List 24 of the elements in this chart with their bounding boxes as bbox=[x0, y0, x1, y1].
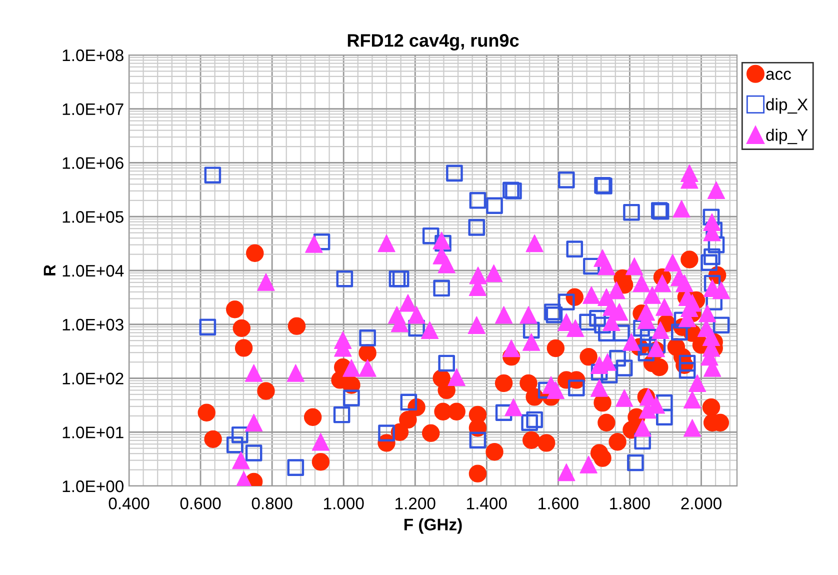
legend-label: dip_Y bbox=[766, 128, 808, 144]
x-tick-label: 1.800 bbox=[610, 498, 650, 510]
x-tick-label: 0.600 bbox=[180, 498, 221, 510]
y-tick-label: 1.0E+06 bbox=[62, 157, 124, 169]
y-tick-label: 1.0E+01 bbox=[62, 426, 124, 438]
y-tick-label: 1.0E+02 bbox=[62, 372, 124, 384]
legend-label: dip_X bbox=[766, 98, 808, 114]
x-tick-label: 2.000 bbox=[681, 498, 722, 510]
y-tick-label: 1.0E+05 bbox=[62, 211, 124, 223]
y-tick-label: 1.0E+04 bbox=[62, 264, 124, 277]
x-tick-label: 0.800 bbox=[252, 498, 292, 510]
x-axis-title: F (GHz) bbox=[404, 518, 462, 534]
y-tick-label: 1.0E+08 bbox=[62, 49, 124, 62]
chart-title: RFD12 cav4g, run9c bbox=[348, 34, 519, 50]
x-tick-label: 0.400 bbox=[108, 498, 150, 510]
x-tick-label: 1.200 bbox=[396, 498, 436, 510]
y-tick-label: 1.0E+00 bbox=[62, 480, 124, 492]
x-tick-label: 1.400 bbox=[467, 498, 507, 510]
y-tick-label: 1.0E+03 bbox=[62, 318, 124, 331]
x-tick-label: 1.600 bbox=[538, 498, 578, 510]
y-tick-label: 1.0E+07 bbox=[62, 103, 124, 116]
y-axis-title: R bbox=[44, 264, 56, 276]
x-tick-label: 1.000 bbox=[324, 498, 364, 510]
legend-label: acc bbox=[766, 70, 791, 80]
